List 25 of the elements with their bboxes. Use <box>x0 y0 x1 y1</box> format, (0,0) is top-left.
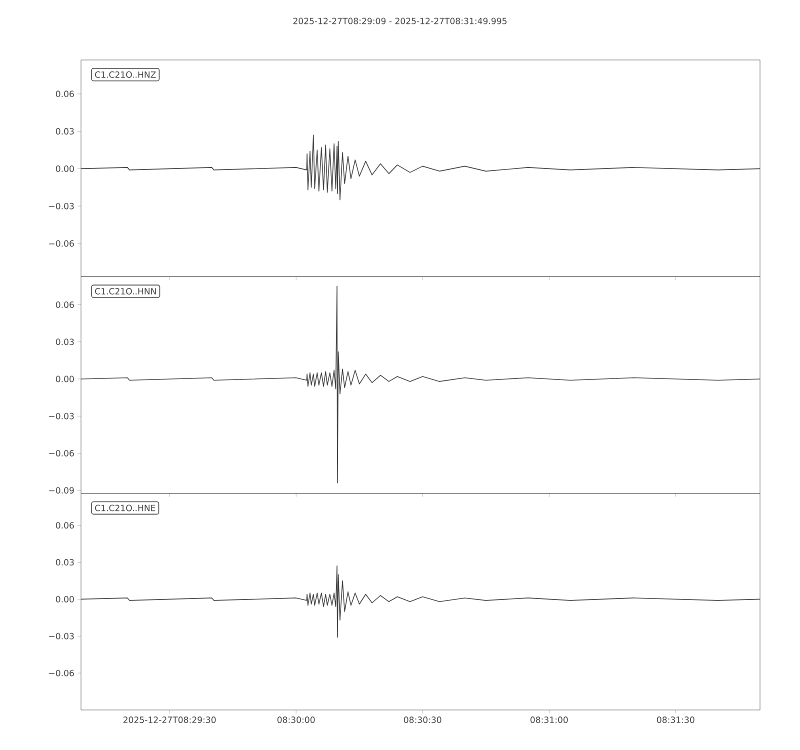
x-tick-label: 08:31:00 <box>530 716 568 724</box>
y-tick-label: 0.00 <box>56 596 74 602</box>
y-tick-label: 0.00 <box>56 165 74 172</box>
y-tick-label: −0.06 <box>49 450 74 456</box>
y-tick-label: 0.06 <box>56 301 74 308</box>
annotation: C1.C21O..HNE <box>95 504 156 512</box>
y-tick-label: 0.03 <box>56 559 74 566</box>
y-tick-label: 0.03 <box>56 128 74 135</box>
y-tick-label: 0.06 <box>56 90 74 98</box>
y-tick-label: −0.03 <box>49 632 74 640</box>
y-tick-label: −0.03 <box>49 412 74 420</box>
x-tick-label: 2025-12-27T08:29:30 <box>123 716 216 724</box>
chart-title: 2025-12-27T08:29:09 - 2025-12-27T08:31:49.995 <box>293 18 507 24</box>
y-tick-label: 0.00 <box>56 376 74 382</box>
y-tick-label: 0.03 <box>56 338 74 346</box>
y-tick-label: −0.06 <box>49 240 74 247</box>
x-tick-label: 08:30:30 <box>404 716 442 724</box>
y-tick-label: −0.09 <box>49 487 74 494</box>
annotation: C1.C21O..HNN <box>95 288 156 295</box>
y-tick-label: −0.03 <box>49 202 74 210</box>
x-tick-label: 08:30:00 <box>277 716 315 724</box>
y-tick-label: 0.06 <box>56 522 74 529</box>
annotation: C1.C21O..HNZ <box>95 71 156 78</box>
y-tick-label: −0.06 <box>49 670 74 676</box>
x-tick-label: 08:31:30 <box>657 716 694 724</box>
